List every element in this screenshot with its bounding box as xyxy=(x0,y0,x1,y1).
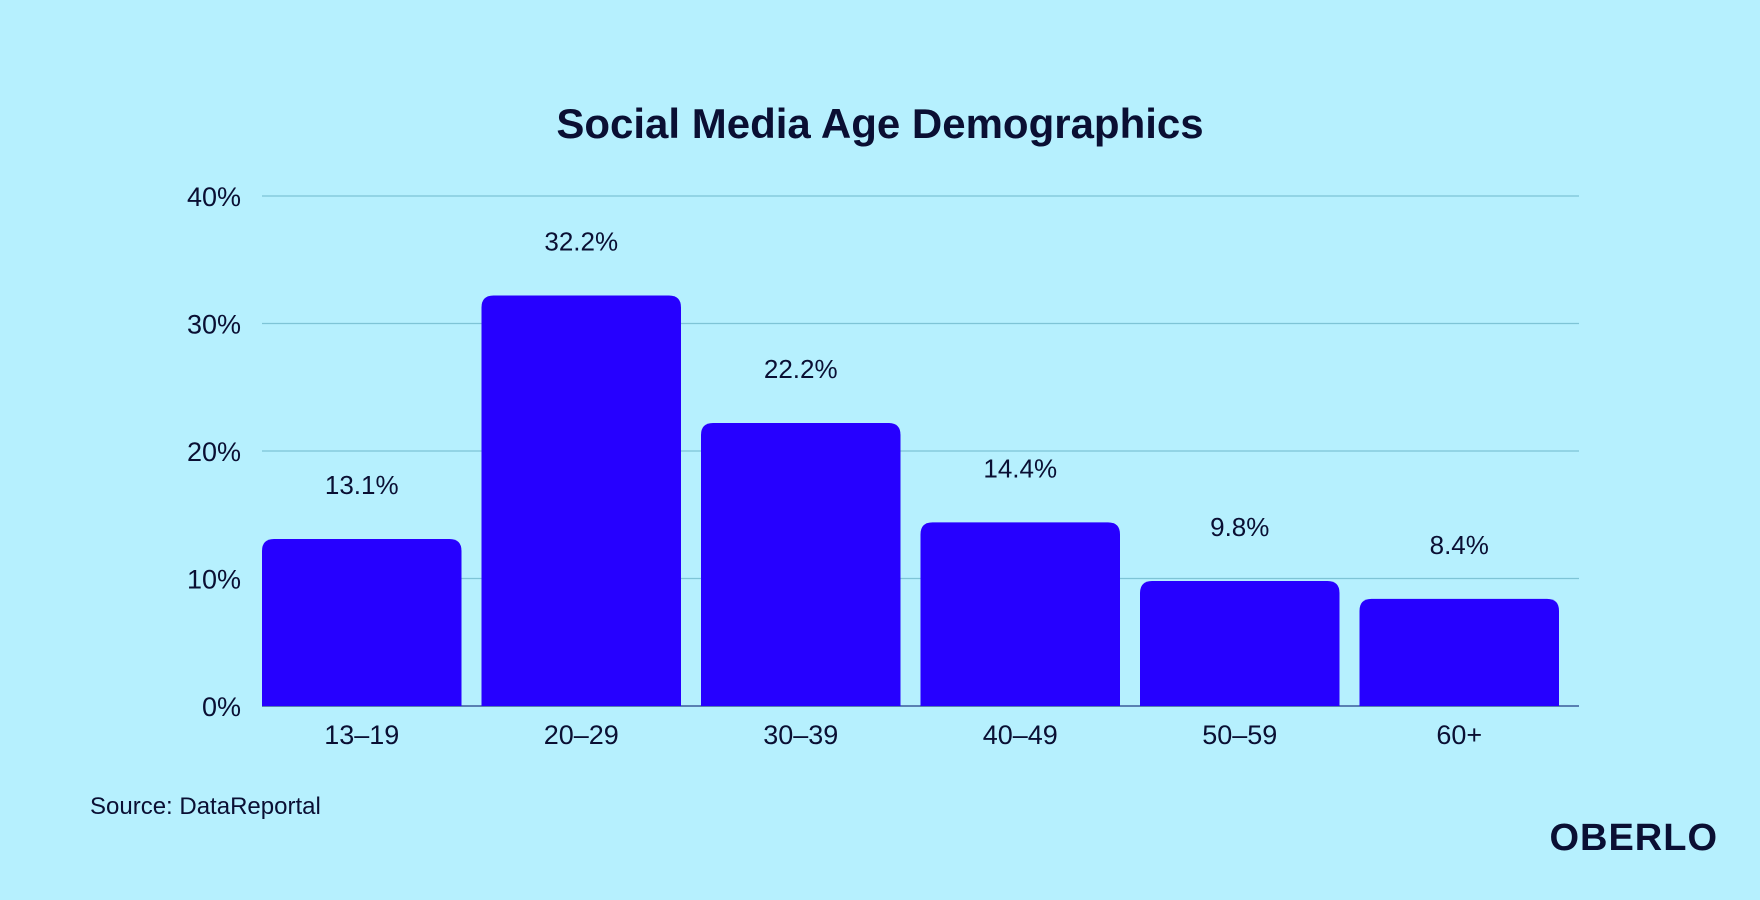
x-axis-tick-labels: 13–19 20–29 30–39 40–49 50–59 60+ xyxy=(324,720,1482,750)
x-tick-label: 60+ xyxy=(1436,720,1482,750)
y-tick-label: 0% xyxy=(202,692,241,722)
y-tick-label: 30% xyxy=(187,310,241,340)
x-tick-label: 40–49 xyxy=(983,720,1058,750)
bar-5 xyxy=(1140,581,1340,706)
y-tick-label: 10% xyxy=(187,565,241,595)
value-label: 9.8% xyxy=(1210,512,1269,542)
y-tick-label: 40% xyxy=(187,182,241,212)
bar-1 xyxy=(262,538,462,706)
value-label: 13.1% xyxy=(325,470,399,500)
x-tick-label: 20–29 xyxy=(544,720,619,750)
y-tick-label: 20% xyxy=(187,437,241,467)
bars xyxy=(262,295,1559,706)
chart-title: Social Media Age Demographics xyxy=(556,100,1203,147)
x-tick-label: 13–19 xyxy=(324,720,399,750)
x-tick-label: 30–39 xyxy=(763,720,838,750)
oberlo-logo: OBERLO xyxy=(1549,817,1718,859)
value-label: 22.2% xyxy=(764,354,838,384)
value-label: 14.4% xyxy=(983,453,1057,483)
source-note: Source: DataReportal xyxy=(90,793,321,820)
value-label: 32.2% xyxy=(544,226,618,256)
x-tick-label: 50–59 xyxy=(1202,720,1277,750)
y-axis-tick-labels: 0% 10% 20% 30% 40% xyxy=(187,182,241,722)
bar-2 xyxy=(481,295,681,706)
bar-4 xyxy=(920,522,1120,706)
value-label: 8.4% xyxy=(1430,530,1489,560)
value-labels: 13.1% 32.2% 22.2% 14.4% 9.8% 8.4% xyxy=(325,226,1489,559)
bar-6 xyxy=(1359,598,1559,706)
bar-3 xyxy=(701,422,901,706)
